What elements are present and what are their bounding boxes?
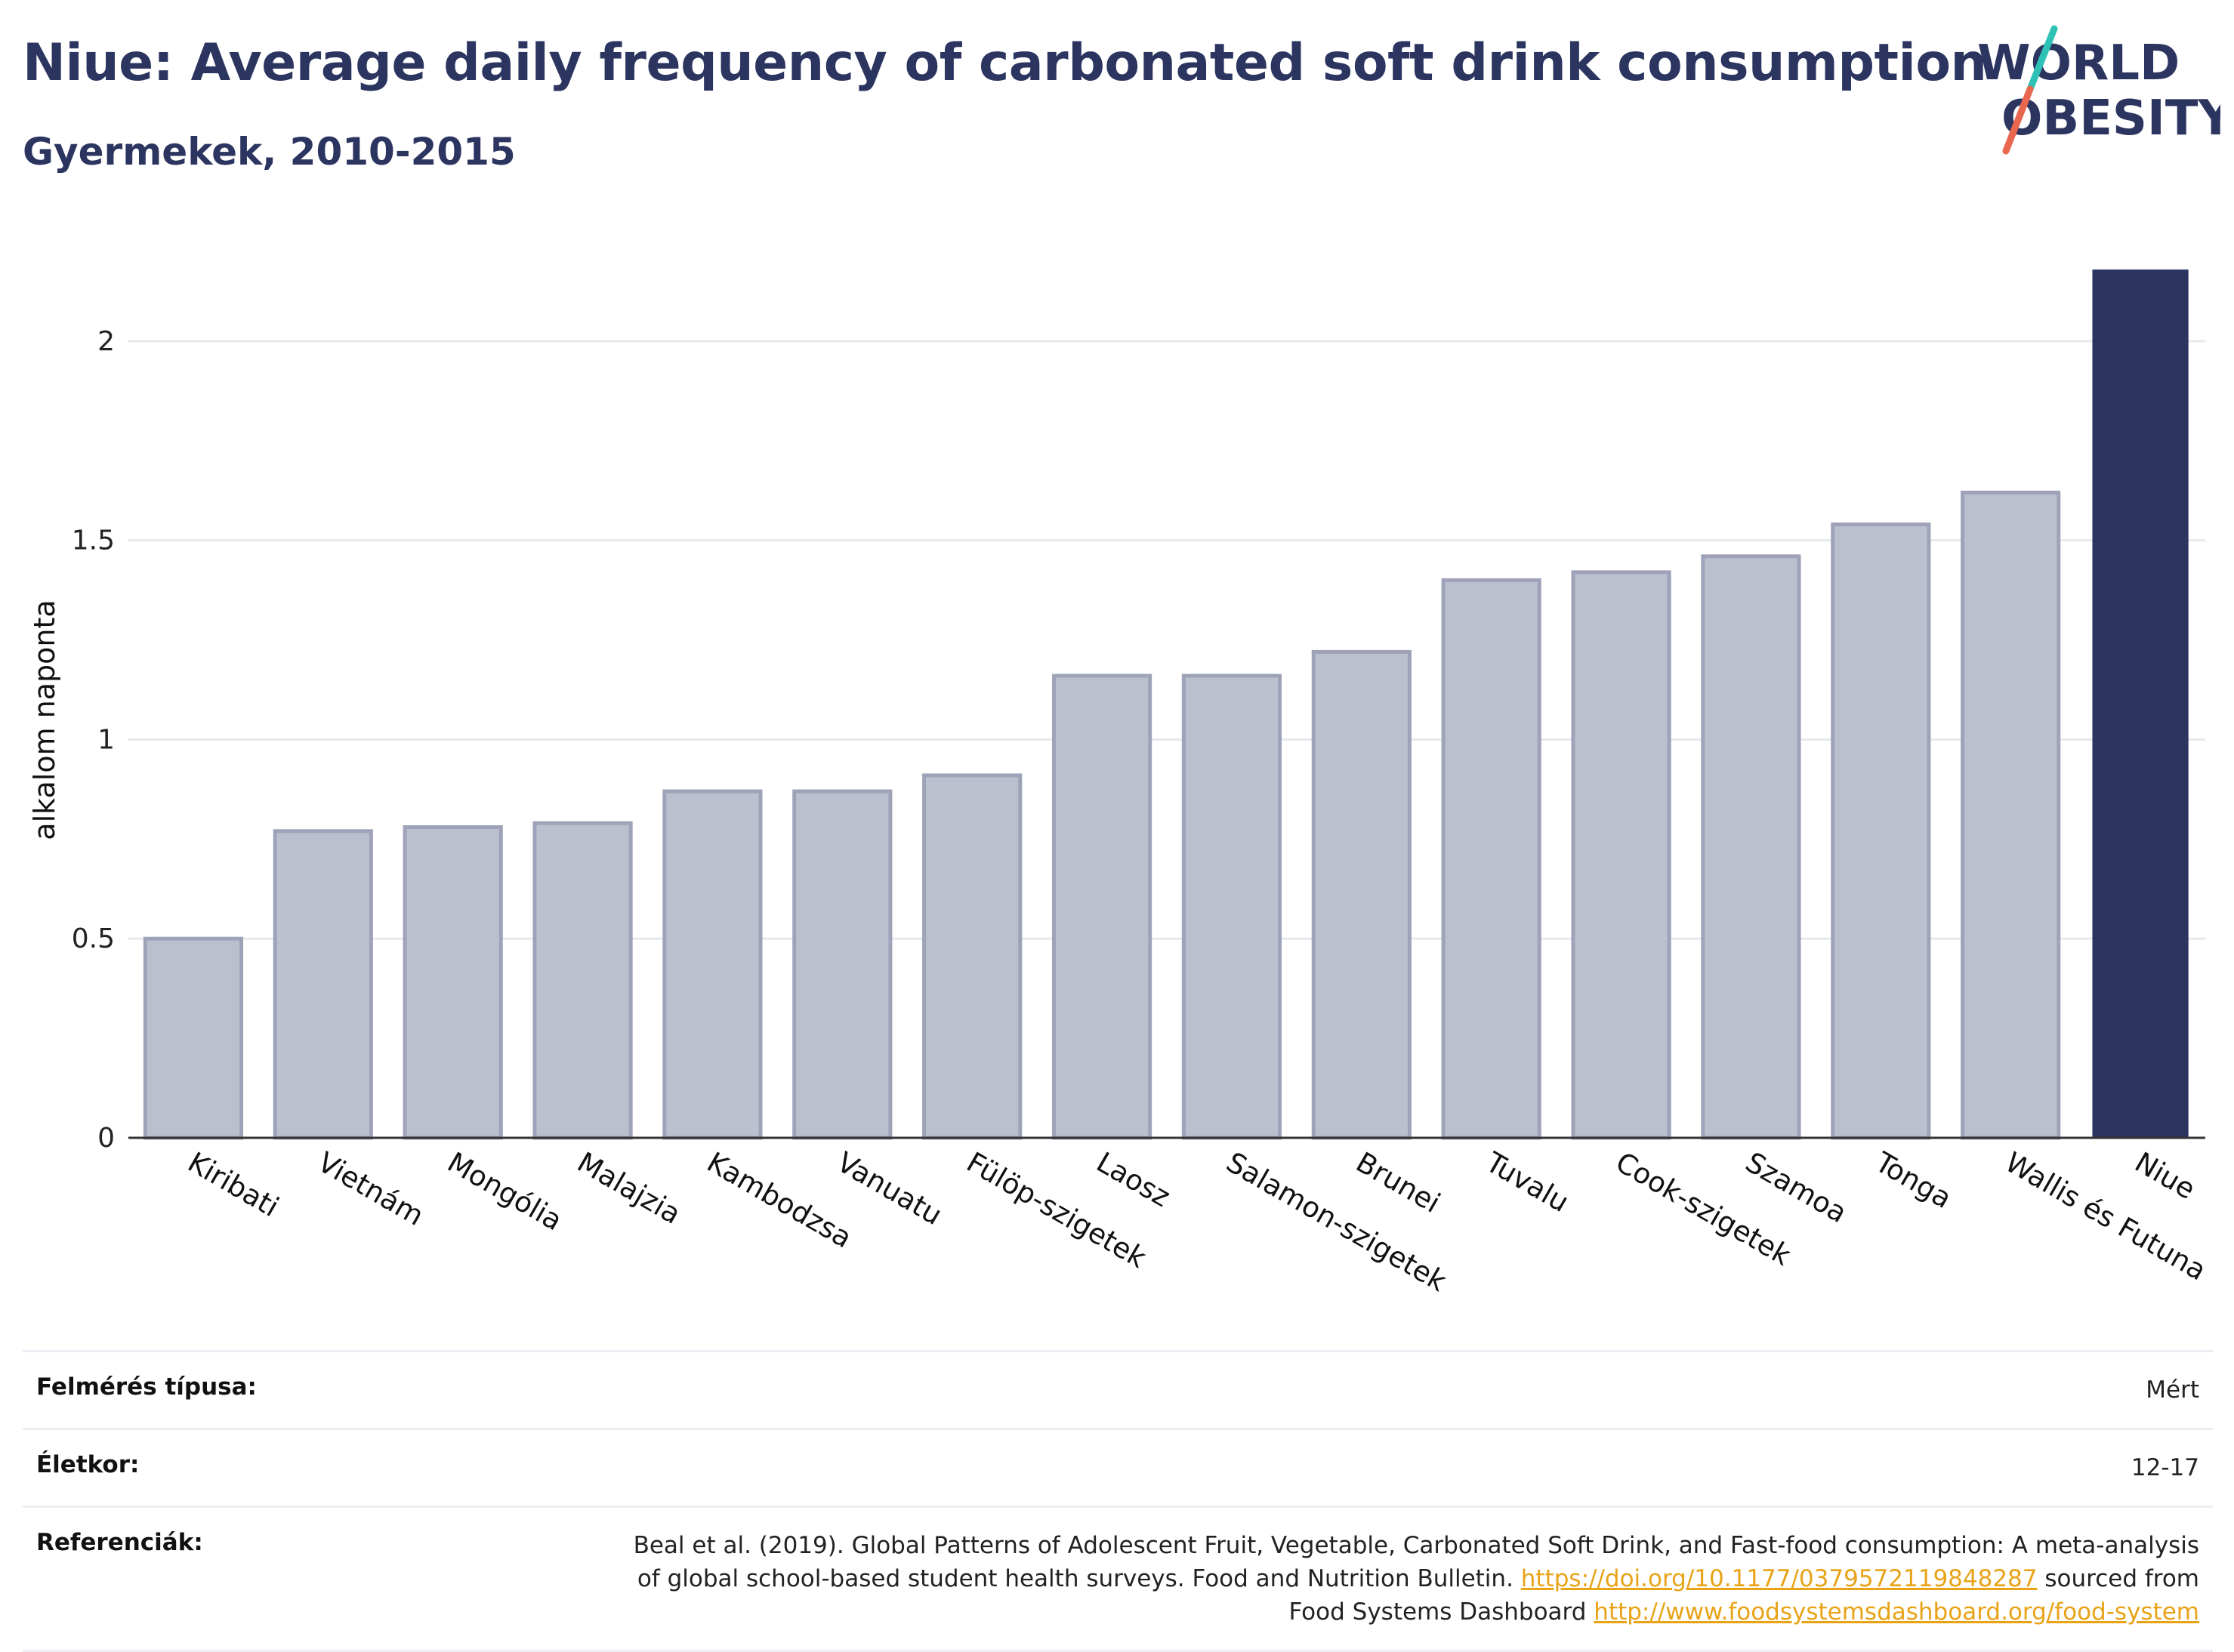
reference-line-3: Food Systems Dashboard xyxy=(1288,1598,1587,1626)
category-labels: Kiribati Vietnám Mongólia Malajzia Kambodzsa… xyxy=(182,1145,2211,1298)
x-tick-label: Brunei xyxy=(1350,1146,1446,1220)
bar xyxy=(1831,522,1931,1140)
bar-highlight xyxy=(2092,269,2189,1138)
x-tick-label: Szamoa xyxy=(1740,1146,1853,1230)
bar xyxy=(1701,554,1801,1140)
x-tick-label: Mongólia xyxy=(442,1146,567,1237)
bar xyxy=(1571,570,1671,1140)
chart-subtitle: Gyermekek, 2010-2015 xyxy=(23,130,516,174)
info-table: Felmérés típusa: Mért Életkor: 12-17 Ref… xyxy=(23,1350,2213,1652)
bar xyxy=(1311,649,1412,1140)
bar xyxy=(922,773,1023,1140)
y-tick-label: 0.5 xyxy=(72,923,115,954)
info-key-references: Referenciák: xyxy=(36,1529,203,1556)
info-key-survey-type: Felmérés típusa: xyxy=(36,1373,257,1401)
bars xyxy=(143,269,2189,1140)
x-tick-label: Malajzia xyxy=(572,1146,687,1231)
bar xyxy=(792,789,893,1140)
logo-slash-teal xyxy=(2026,25,2058,93)
x-tick-label: Vanuatu xyxy=(832,1146,948,1232)
logo-slash-coral xyxy=(2002,85,2034,155)
food-systems-link[interactable]: http://www.foodsystemsdashboard.org/food… xyxy=(1594,1598,2199,1626)
x-tick-label: Kiribati xyxy=(182,1146,284,1224)
y-tick-label: 1.5 xyxy=(72,525,115,556)
y-tick-label: 0 xyxy=(97,1123,115,1154)
bar xyxy=(1441,578,1541,1140)
reference-line-2: of global school-based student health su… xyxy=(637,1565,1514,1592)
chart-title: Niue: Average daily frequency of carbona… xyxy=(23,33,1987,93)
x-tick-label: Salamon-szigetek xyxy=(1220,1146,1452,1299)
info-row-references: Referenciák: Beal et al. (2019). Global … xyxy=(23,1506,2213,1652)
info-row-survey-type: Felmérés típusa: Mért xyxy=(23,1350,2213,1428)
logo-graphic: WORLD OBESITY xyxy=(1977,25,2233,155)
x-tick-label: Laosz xyxy=(1091,1146,1176,1214)
reference-line-1: Beal et al. (2019). Global Patterns of A… xyxy=(633,1532,2199,1559)
logo-line1: WORLD xyxy=(1977,35,2180,91)
info-row-age: Életkor: 12-17 xyxy=(23,1428,2213,1506)
y-axis-title: alkalom naponta xyxy=(28,599,61,840)
x-tick-label: Vietnám xyxy=(312,1146,429,1232)
bar xyxy=(273,829,373,1140)
bar-chart: 0 0.5 1 1.5 2 Kiribati Vietnám Mongólia Malajzi… xyxy=(28,269,2211,1298)
doi-link[interactable]: https://doi.org/10.1177/0379572119848287 xyxy=(1520,1565,2038,1592)
axes: 0 0.5 1 1.5 2 xyxy=(72,326,2205,1154)
x-tick-label: Tuvalu xyxy=(1480,1145,1574,1219)
info-value-references: Beal et al. (2019). Global Patterns of A… xyxy=(634,1529,2199,1629)
bar xyxy=(1051,673,1152,1140)
info-key-age: Életkor: xyxy=(36,1451,140,1478)
bar xyxy=(532,821,633,1140)
bar xyxy=(662,789,763,1140)
bar xyxy=(143,936,244,1140)
x-tick-label: Niue xyxy=(2130,1146,2201,1206)
x-tick-label: Tonga xyxy=(1869,1145,1957,1215)
info-value-survey-type: Mért xyxy=(2146,1376,2199,1404)
y-tick-label: 2 xyxy=(97,326,115,357)
bar xyxy=(403,825,503,1140)
info-value-age: 12-17 xyxy=(2131,1454,2199,1481)
y-tick-label: 1 xyxy=(97,724,115,755)
reference-sourced-from: sourced from xyxy=(2044,1565,2199,1592)
bar xyxy=(1181,673,1282,1140)
bar xyxy=(1961,490,2061,1140)
world-obesity-logo: WORLD OBESITY xyxy=(1956,23,2233,159)
logo-line2: OBESITY xyxy=(2001,91,2220,146)
x-tick-label: Kambodzsa xyxy=(702,1146,857,1255)
